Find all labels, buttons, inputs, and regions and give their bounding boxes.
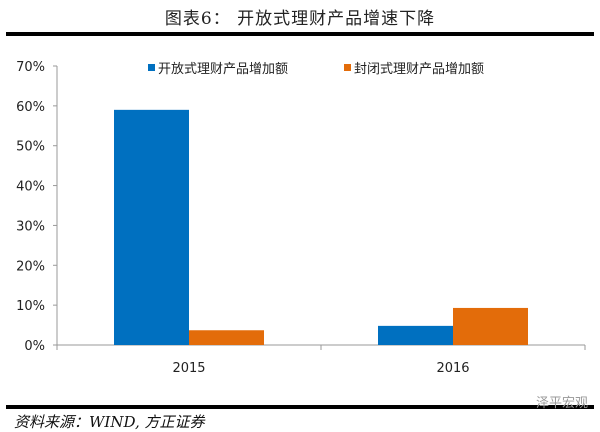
bar-2016-s1 <box>378 325 453 345</box>
y-tick-label: 40% <box>16 180 45 195</box>
legend-label: 开放式理财产品增加额 <box>158 62 288 77</box>
y-tick-label: 20% <box>16 259 45 274</box>
legend-swatch <box>344 64 351 71</box>
y-tick-label: 0% <box>24 339 45 354</box>
x-tick-label: 2015 <box>172 361 205 376</box>
x-tick-label: 2016 <box>436 361 469 376</box>
source-note: 资料来源：WIND, 方正证券 <box>14 413 205 431</box>
bar-2015-s1 <box>114 109 189 345</box>
chart-title: 图表6： 开放式理财产品增速下降 <box>164 9 436 29</box>
bar-2015-s2 <box>189 330 264 345</box>
legend-swatch <box>148 64 155 71</box>
watermark: 泽平宏观 <box>535 396 588 411</box>
y-tick-label: 60% <box>16 100 45 115</box>
top-rule <box>6 32 594 36</box>
y-tick-label: 50% <box>16 140 45 155</box>
y-tick-label: 30% <box>16 219 45 234</box>
y-tick-label: 10% <box>16 299 45 314</box>
y-tick-label: 70% <box>16 60 45 75</box>
bottom-rule <box>6 405 594 409</box>
bar-2016-s2 <box>453 307 528 345</box>
legend-label: 封闭式理财产品增加额 <box>354 62 484 77</box>
